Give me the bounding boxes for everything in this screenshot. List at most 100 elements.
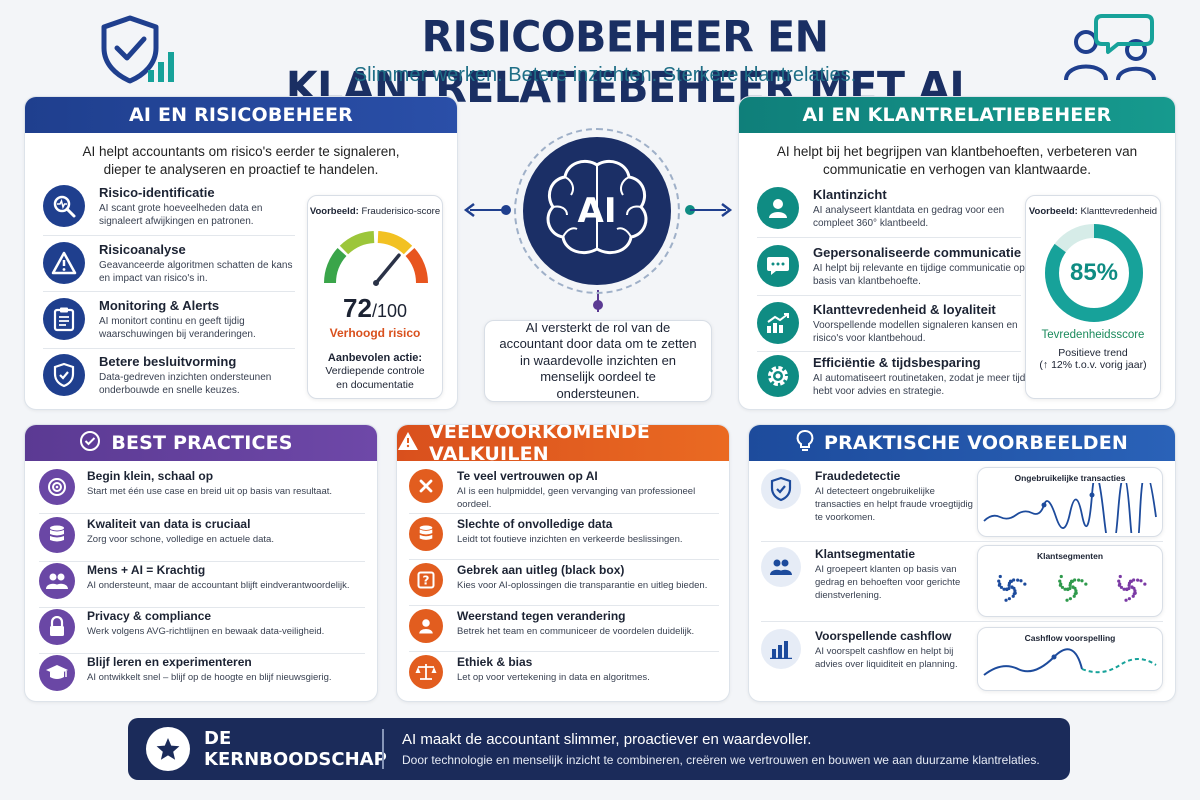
cluster-dot	[1016, 578, 1020, 582]
cluster-dot	[1084, 582, 1088, 586]
item-title: Klantinzicht	[813, 187, 887, 202]
satisfaction-percent: 85%	[1069, 259, 1119, 286]
item-title: Slechte of onvolledige data	[457, 517, 613, 531]
cluster-dot	[1119, 585, 1124, 589]
best-item-human-ai: Mens + AI = Krachtig AI ondersteunt, maar…	[39, 563, 349, 599]
item-title: Monitoring & Alerts	[99, 298, 220, 313]
close-icon	[409, 469, 443, 503]
item-desc: AI ontwikkelt snel – blijf op de hoogte …	[87, 672, 332, 683]
best-item-privacy: Privacy & compliance Werk volgens AVG-ric…	[39, 609, 324, 645]
ai-label: AI	[577, 191, 617, 231]
item-desc: Voorspellende modellen signaleren kansen…	[813, 320, 1018, 344]
cluster-dot	[998, 582, 1002, 586]
core-message-label: DE KERNBOODSCHAP	[204, 728, 387, 770]
example-label: Klanttevredenheid	[1080, 206, 1158, 217]
cluster-dot	[1130, 585, 1134, 589]
item-desc: Zorg voor schone, volledige en actuele d…	[87, 534, 274, 545]
cluster-dot	[1117, 579, 1121, 583]
database-icon	[39, 517, 75, 553]
chart-title: Klantsegmenten	[1036, 551, 1104, 561]
center-statement: AI versterkt de rol van de accountant do…	[484, 320, 712, 402]
cluster-dot	[1011, 594, 1015, 598]
cluster-dot	[1004, 598, 1008, 602]
item-title: Risicoanalyse	[99, 242, 186, 257]
item-title: Blijf leren en experimenteren	[87, 655, 252, 669]
crm-item-communication: Gepersonaliseerde communicatie AI helpt b…	[757, 245, 1027, 288]
satisfaction-donut	[1045, 224, 1143, 322]
examples-panel: PRAKTISCHE VOORBEELDEN Fraudedetectie AI …	[748, 424, 1176, 702]
risk-panel-title: AI EN RISICOBEHEER	[25, 97, 457, 133]
item-desc: AI ondersteunt, maar de accountant blijf…	[87, 580, 350, 591]
item-title: Begin klein, schaal op	[87, 469, 214, 483]
pitfall-item-bad-data: Slechte of onvolledige data Leidt tot fou…	[409, 517, 683, 551]
chart-title: Cashflow voorspelling	[1024, 633, 1116, 643]
ai-ring: AI	[514, 128, 680, 294]
core-message-line1: AI maakt de accountant slimmer, proactie…	[402, 731, 812, 748]
people-icon	[761, 547, 801, 587]
cluster-dot	[1013, 589, 1017, 593]
item-title: Ethiek & bias	[457, 655, 533, 669]
cluster-dot	[1063, 587, 1067, 591]
example-label-bold: Voorbeeld:	[309, 206, 359, 217]
clipboard-icon	[43, 298, 85, 340]
item-title: Mens + AI = Krachtig	[87, 563, 206, 577]
cluster-dot	[998, 574, 1002, 579]
item-desc: Geavanceerde algoritmen schatten de kans…	[99, 260, 293, 284]
cluster-dot	[1074, 589, 1078, 593]
cluster-dot	[1002, 587, 1006, 591]
item-title: Efficiëntie & tijdsbesparing	[813, 355, 981, 370]
people-chat-icon	[1060, 12, 1170, 84]
example-item-fraud: Fraudedetectie AI detecteert ongebruikeli…	[761, 469, 976, 524]
cluster-dot	[1070, 579, 1075, 583]
cluster-dot	[1122, 587, 1126, 591]
person-icon	[409, 609, 443, 643]
crm-item-insight: Klantinzicht AI analyseert klantdata en g…	[757, 187, 1027, 230]
scales-icon	[409, 655, 443, 689]
item-title: Fraudedetectie	[815, 469, 901, 483]
page-subtitle: Slimmer werken. Betere inzichten. Sterke…	[353, 64, 857, 86]
shield-check-icon	[43, 354, 85, 396]
cashflow-line	[983, 648, 1157, 676]
risk-item-monitoring: Monitoring & Alerts AI monitort continu e…	[43, 298, 303, 341]
database-icon	[409, 517, 443, 551]
item-desc: AI is een hulpmiddel, geen vervanging va…	[457, 486, 696, 510]
risk-score-max: /100	[371, 301, 407, 321]
cluster-dot	[1065, 587, 1070, 591]
cluster-dot	[1010, 585, 1014, 589]
shield-check-icon	[761, 469, 801, 509]
cluster-dot	[1129, 579, 1134, 583]
star-icon	[146, 727, 190, 771]
cluster-dot	[1009, 579, 1014, 583]
magnifier-icon	[43, 185, 85, 227]
item-desc: AI analyseert klantdata en gedrag voor e…	[813, 205, 1005, 229]
cluster-dot	[997, 579, 1001, 583]
cluster-dot	[1124, 598, 1128, 602]
cluster-dot	[1071, 585, 1075, 589]
chat-icon	[757, 245, 799, 287]
cluster-dot	[1012, 592, 1016, 596]
satisfaction-label: Tevredenheidsscore	[1041, 329, 1145, 341]
item-desc: AI groepeert klanten op basis van gedrag…	[815, 564, 961, 601]
item-title: Weerstand tegen verandering	[457, 609, 626, 623]
svg-text:?: ?	[423, 574, 430, 588]
risk-intro: AI helpt accountants om risico's eerder …	[82, 144, 400, 177]
item-desc: AI helpt bij relevante en tijdige commun…	[813, 263, 1025, 287]
risk-gauge	[324, 231, 428, 286]
fraud-score-card: Voorbeeld: Frauderisico-score 72/100 Ver…	[307, 195, 443, 399]
cluster-dot	[1131, 594, 1135, 598]
cluster-dot	[1068, 597, 1072, 601]
item-title: Te veel vertrouwen op AI	[457, 469, 598, 483]
pitfalls-panel: VEELVOORKOMENDE VALKUILEN Te veel vertro…	[396, 424, 730, 702]
cluster-dot	[1004, 587, 1009, 591]
cluster-dot	[1060, 585, 1065, 589]
crm-item-loyalty: Klanttevredenheid & loyaliteit Voorspelle…	[757, 302, 1027, 345]
item-desc: AI voorspelt cashflow en helpt bij advie…	[815, 646, 958, 670]
best-item-keep-learning: Blijf leren en experimenteren AI ontwikke…	[39, 655, 332, 691]
cluster-dot	[1080, 579, 1084, 583]
gear-icon	[757, 355, 799, 397]
person-icon	[757, 187, 799, 229]
item-title: Klanttevredenheid & loyaliteit	[813, 302, 996, 317]
item-desc: AI monitort continu en geeft tijdig waar…	[99, 316, 256, 340]
item-desc: Leidt tot foutieve inzichten en verkeerd…	[457, 534, 683, 545]
fraud-line	[983, 471, 1157, 557]
